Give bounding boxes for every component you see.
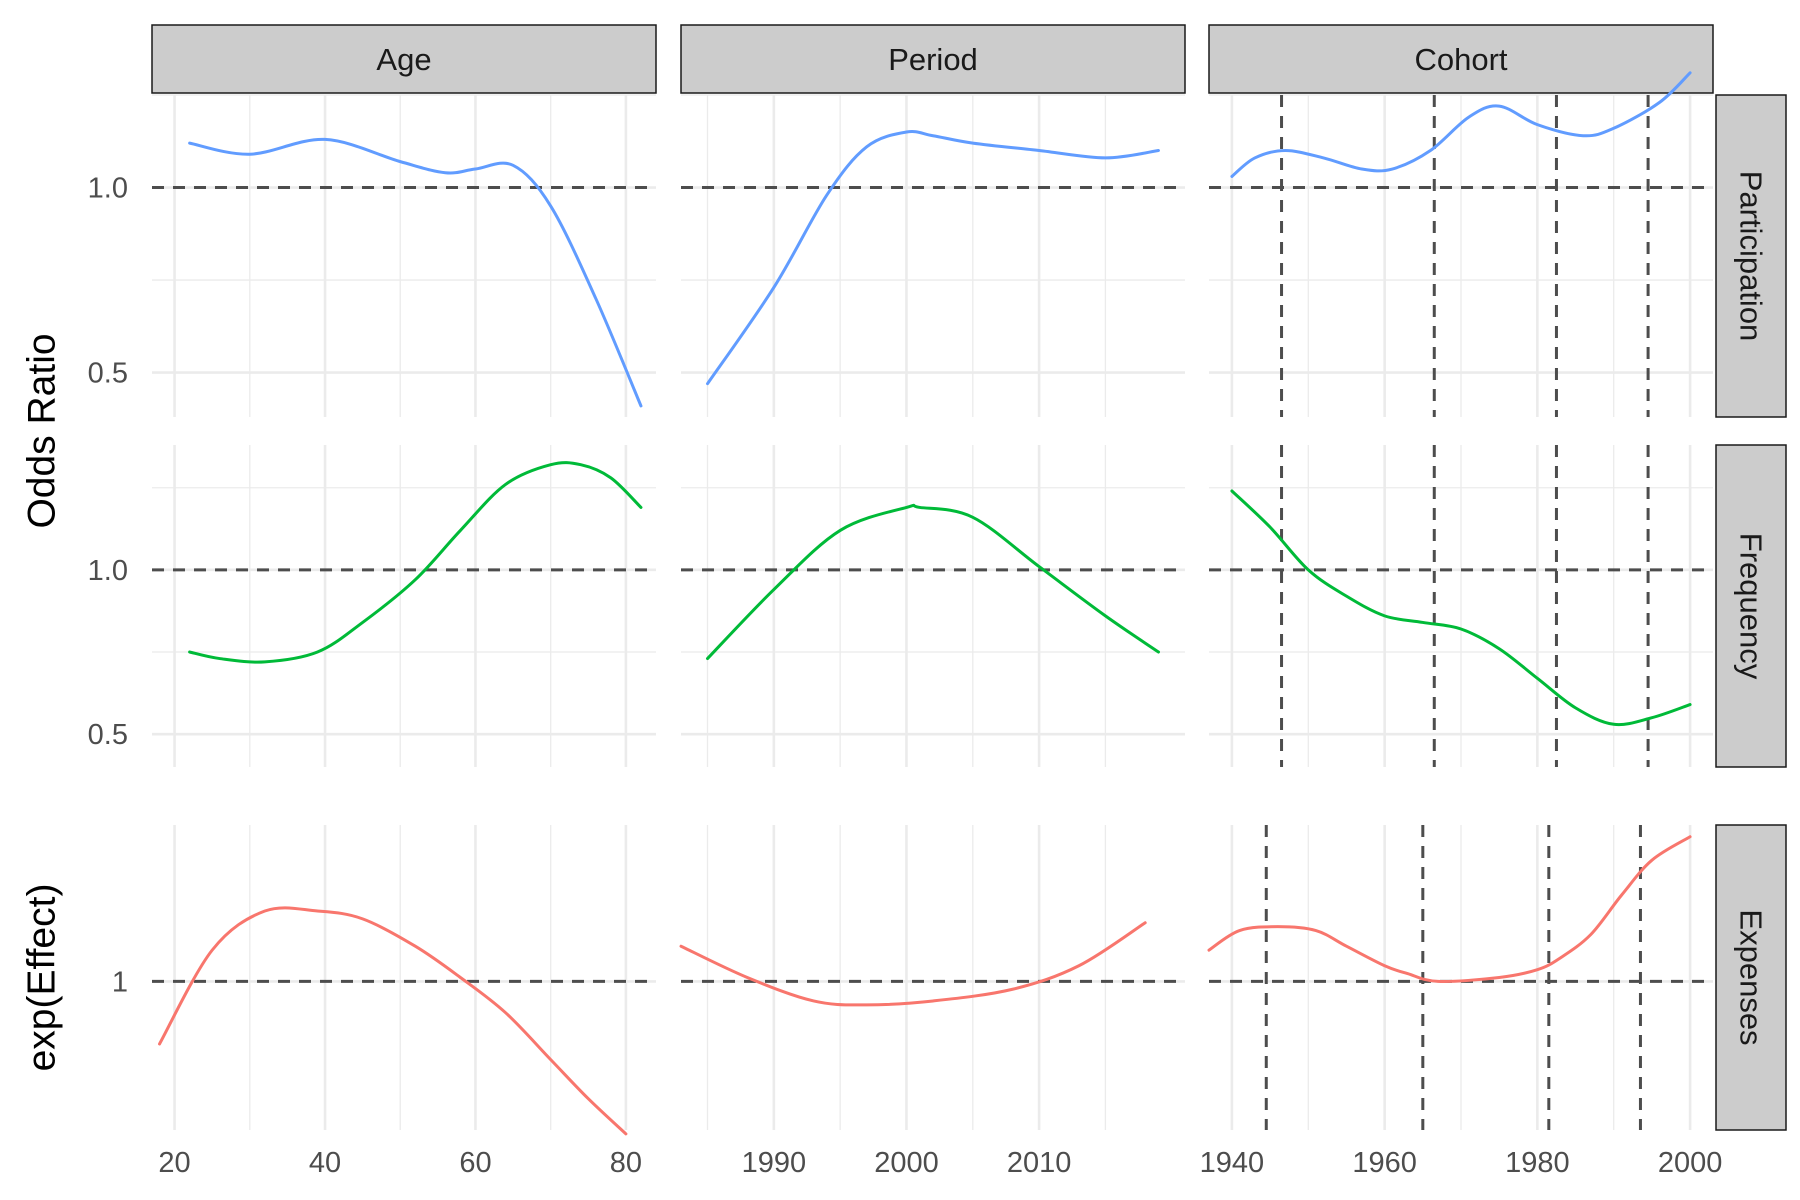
strip-right-box — [1715, 444, 1787, 768]
strip-top-period: Period — [680, 24, 1186, 94]
x-tick-label: 40 — [309, 1147, 341, 1179]
series-line-participation-age — [188, 137, 643, 408]
y-tick-label: 1.0 — [88, 555, 128, 587]
series-line-expenses-age — [158, 906, 628, 1136]
y-tick-label: 1.0 — [88, 173, 128, 205]
y-tick-label: 0.5 — [88, 719, 128, 751]
strip-top-label: Period — [888, 42, 978, 77]
strip-right-frequency: Frequency — [1715, 444, 1787, 768]
strip-right-label: Frequency — [1734, 533, 1769, 680]
series-line-frequency-age — [188, 461, 643, 664]
y-axis-title: Odds Ratio — [21, 333, 64, 528]
panel-participation-period — [681, 94, 1185, 417]
panel-grid — [152, 94, 656, 417]
panel-expenses-age — [152, 825, 656, 1136]
x-tick-label: 2000 — [874, 1147, 939, 1179]
x-tick-label: 1960 — [1352, 1147, 1417, 1179]
x-tick-label: 1980 — [1505, 1147, 1570, 1179]
x-tick-label: 1990 — [742, 1147, 807, 1179]
strip-top-cohort: Cohort — [1208, 24, 1714, 94]
strip-right-label: Expenses — [1734, 909, 1769, 1045]
x-tick-label: 20 — [158, 1147, 190, 1179]
panel-frequency-cohort — [1209, 445, 1713, 767]
panel-frequency-age — [152, 445, 656, 767]
strip-right-box — [1715, 824, 1787, 1131]
strip-top-label: Cohort — [1414, 42, 1507, 77]
y-tick-label: 0.5 — [88, 358, 128, 390]
strip-top-age: Age — [151, 24, 657, 94]
series-line-participation-period — [706, 130, 1160, 386]
x-tick-label: 1940 — [1200, 1147, 1265, 1179]
x-tick-label: 2000 — [1658, 1147, 1723, 1179]
series-line-frequency-cohort — [1230, 489, 1692, 727]
series-line-expenses-period — [679, 921, 1147, 1007]
panel-expenses-cohort — [1207, 825, 1713, 1130]
x-tick-label: 60 — [459, 1147, 491, 1179]
strip-right-label: Participation — [1734, 171, 1769, 342]
strip-top-box — [151, 24, 657, 94]
panel-frequency-period — [681, 445, 1185, 767]
panel-participation-cohort — [1209, 71, 1713, 417]
strip-right-box — [1715, 94, 1787, 418]
panel-expenses-period — [679, 825, 1185, 1130]
x-tick-label: 2010 — [1007, 1147, 1072, 1179]
y-axis-title: exp(Effect) — [21, 884, 64, 1072]
strip-right-participation: Participation — [1715, 94, 1787, 418]
series-line-frequency-period — [706, 503, 1160, 661]
strip-top-box — [680, 24, 1186, 94]
panel-participation-age — [152, 94, 656, 417]
panel-grid — [681, 445, 1185, 767]
series-line-participation-cohort — [1230, 71, 1692, 178]
series-line-expenses-cohort — [1207, 835, 1692, 984]
strip-top-label: Age — [376, 42, 431, 77]
strip-right-expenses: Expenses — [1715, 824, 1787, 1131]
x-tick-label: 80 — [610, 1147, 642, 1179]
y-tick-label: 1 — [112, 966, 128, 998]
strip-top-box — [1208, 24, 1714, 94]
